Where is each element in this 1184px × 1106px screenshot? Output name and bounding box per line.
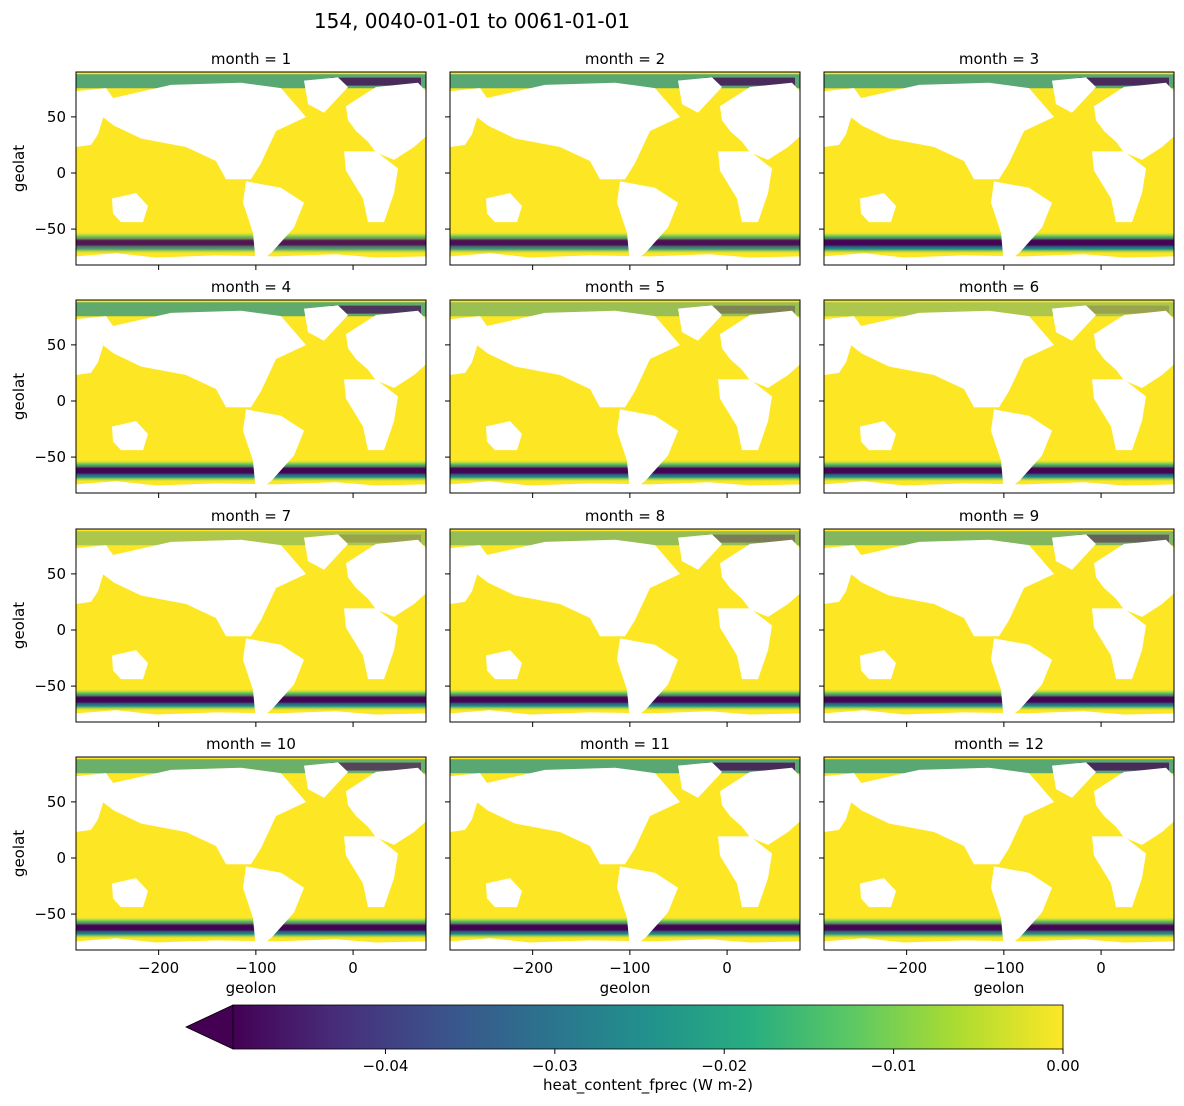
y-tick-label: 0	[56, 164, 66, 182]
map-panel: month = 1 50 0 −50 geolat	[10, 50, 427, 270]
y-axis-label: geolat	[10, 830, 28, 877]
southern-ocean-core	[824, 696, 1174, 703]
arctic-core	[705, 305, 795, 314]
southern-ocean-core	[824, 924, 1174, 931]
map-panel: month = 6	[819, 278, 1175, 498]
colorbar-extend-arrow	[185, 1004, 234, 1050]
arctic-core	[1079, 762, 1169, 771]
panel-title: month = 2	[585, 50, 665, 68]
panel-frame	[823, 528, 1175, 723]
colorbar-tick-label: −0.04	[362, 1057, 408, 1075]
y-tick-label: 0	[56, 392, 66, 410]
southern-ocean-core	[76, 239, 426, 246]
y-tick-label: −50	[34, 448, 66, 466]
arctic-core	[331, 77, 421, 86]
arctic-core	[1079, 77, 1169, 86]
panel-frame	[75, 528, 427, 723]
arctic-core	[331, 534, 421, 543]
panel-frame	[823, 299, 1175, 494]
panel-title: month = 1	[211, 50, 291, 68]
y-tick-label: −50	[34, 905, 66, 923]
panel-title: month = 8	[585, 507, 665, 525]
y-tick-label: 0	[56, 621, 66, 639]
figure-title: 154, 0040-01-01 to 0061-01-01	[314, 9, 630, 33]
x-axis-label: geolon	[974, 979, 1025, 997]
southern-ocean-core	[450, 696, 800, 703]
panel-frame	[449, 756, 801, 951]
y-axis-label: geolat	[10, 602, 28, 649]
panel-frame	[449, 528, 801, 723]
arctic-core	[705, 762, 795, 771]
arctic-core	[1079, 534, 1169, 543]
colorbar-label: heat_content_fprec (W m-2)	[543, 1076, 753, 1095]
panel-title: month = 3	[959, 50, 1039, 68]
arctic-core	[705, 77, 795, 86]
y-tick-label: 50	[47, 336, 66, 354]
map-panel: month = 4 50 0 −50 geolat	[10, 278, 427, 498]
y-tick-label: 50	[47, 565, 66, 583]
map-panel: month = 12 −200 −100 0 geolon	[819, 735, 1175, 997]
y-tick-label: 50	[47, 108, 66, 126]
y-tick-label: 0	[56, 849, 66, 867]
southern-ocean-core	[450, 924, 800, 931]
y-axis-label: geolat	[10, 145, 28, 192]
x-tick-label: 0	[1096, 959, 1106, 977]
map-panel: month = 2	[445, 50, 801, 270]
southern-ocean-core	[450, 467, 800, 474]
map-panel: month = 3	[819, 50, 1175, 270]
panel-title: month = 6	[959, 278, 1039, 296]
southern-ocean-core	[76, 467, 426, 474]
panel-frame	[75, 299, 427, 494]
y-tick-label: 50	[47, 793, 66, 811]
panel-frame	[823, 71, 1175, 266]
colorbar-tick-label: 0.00	[1046, 1057, 1079, 1075]
southern-ocean-core	[76, 924, 426, 931]
colorbar-tick-label: −0.03	[532, 1057, 578, 1075]
y-tick-label: −50	[34, 677, 66, 695]
x-tick-label: 0	[348, 959, 358, 977]
arctic-core	[331, 762, 421, 771]
panel-title: month = 10	[206, 735, 296, 753]
map-panel: month = 9	[819, 507, 1175, 727]
panel-title: month = 5	[585, 278, 665, 296]
arctic-core	[1079, 305, 1169, 314]
colorbar-tick-label: −0.01	[871, 1057, 917, 1075]
x-axis-label: geolon	[600, 979, 651, 997]
arctic-core	[705, 534, 795, 543]
southern-ocean-core	[824, 467, 1174, 474]
x-tick-label: −200	[138, 959, 179, 977]
southern-ocean-core	[824, 239, 1174, 246]
x-tick-label: 0	[722, 959, 732, 977]
southern-ocean-core	[76, 696, 426, 703]
panel-frame	[823, 756, 1175, 951]
x-tick-label: −200	[512, 959, 553, 977]
map-panel: month = 11 −200 −100 0 geolon	[445, 735, 801, 997]
panel-frame	[75, 756, 427, 951]
southern-ocean-core	[450, 239, 800, 246]
panel-frame	[449, 71, 801, 266]
panel-title: month = 7	[211, 507, 291, 525]
map-panel: month = 5	[445, 278, 801, 498]
map-panel: month = 10 50 0 −50 −200 −100 0 geolon geolat	[10, 735, 427, 997]
x-tick-label: −100	[609, 959, 650, 977]
map-panel: month = 8	[445, 507, 801, 727]
panel-frame	[75, 71, 427, 266]
x-tick-label: −100	[235, 959, 276, 977]
x-axis-label: geolon	[226, 979, 277, 997]
x-tick-label: −100	[983, 959, 1024, 977]
colorbar-gradient	[232, 1004, 1064, 1050]
x-tick-label: −200	[886, 959, 927, 977]
panel-title: month = 9	[959, 507, 1039, 525]
arctic-core	[331, 305, 421, 314]
map-panel: month = 7 50 0 −50 geolat	[10, 507, 427, 727]
colorbar-tick-label: −0.02	[701, 1057, 747, 1075]
panel-title: month = 12	[954, 735, 1044, 753]
y-tick-label: −50	[34, 220, 66, 238]
panel-title: month = 4	[211, 278, 291, 296]
panel-frame	[449, 299, 801, 494]
panel-title: month = 11	[580, 735, 670, 753]
colorbar: −0.04 −0.03 −0.02 −0.01 0.00 heat_content_fp…	[185, 1004, 1080, 1095]
y-axis-label: geolat	[10, 373, 28, 420]
